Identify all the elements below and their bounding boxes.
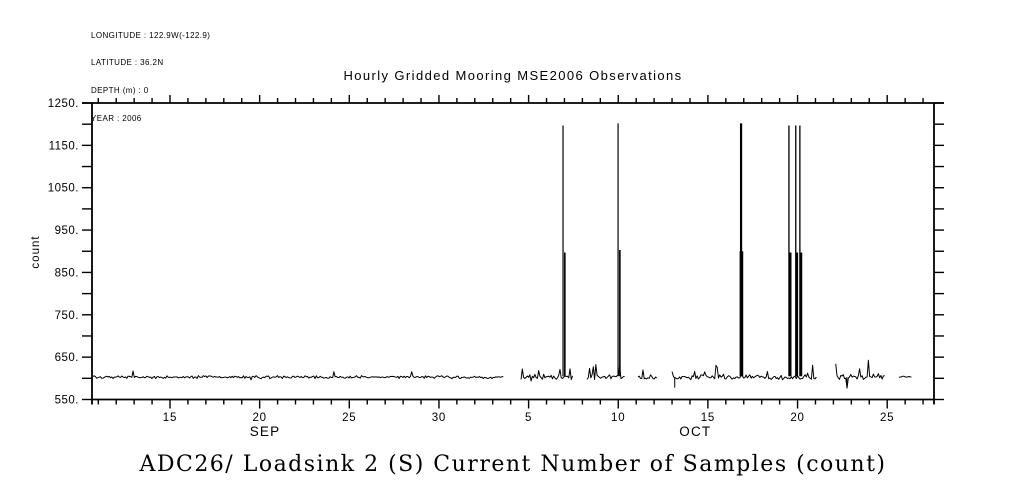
metadata-block: LONGITUDE : 122.9W(-122.9) LATITUDE : 36… <box>91 12 210 142</box>
y-tick-label: 1250. <box>48 98 79 110</box>
data-trace-segment <box>637 369 658 380</box>
x-tick-label: 10 <box>611 412 625 424</box>
x-tick-label: 15 <box>701 412 715 424</box>
metadata-year: YEAR : 2006 <box>91 114 142 124</box>
data-trace-segment <box>520 368 574 382</box>
data-trace-segment <box>898 375 912 378</box>
metadata-depth: DEPTH (m) : 0 <box>91 86 149 96</box>
y-tick-label: 1050. <box>48 183 79 195</box>
month-label: OCT <box>679 424 711 439</box>
x-tick-label: 25 <box>342 412 356 424</box>
y-tick-label: 550. <box>55 395 79 407</box>
data-trace-segment <box>92 370 504 381</box>
x-tick-label: 20 <box>790 412 804 424</box>
y-tick-label: 750. <box>55 310 79 322</box>
metadata-longitude: LONGITUDE : 122.9W(-122.9) <box>91 30 211 40</box>
data-trace-segment <box>671 364 817 381</box>
metadata-latitude: LATITUDE : 36.2N <box>91 58 164 68</box>
x-tick-label: 15 <box>163 412 177 424</box>
y-tick-label: 1150. <box>49 140 79 152</box>
x-tick-label: 30 <box>432 412 446 424</box>
chart-title: Hourly Gridded Mooring MSE2006 Observati… <box>343 68 683 83</box>
y-tick-label: 950. <box>55 225 79 237</box>
data-trace-segment <box>586 364 625 380</box>
x-tick-label: 20 <box>252 412 266 424</box>
y-tick-label: 650. <box>55 352 79 364</box>
x-tick-label: 25 <box>880 412 894 424</box>
figure-caption: ADC26/ Loadsink 2 (S) Current Number of … <box>139 452 887 477</box>
data-trace-segment <box>835 359 885 389</box>
month-label: SEP <box>250 424 281 439</box>
x-tick-label: 5 <box>525 412 532 424</box>
y-tick-label: 850. <box>55 267 79 279</box>
